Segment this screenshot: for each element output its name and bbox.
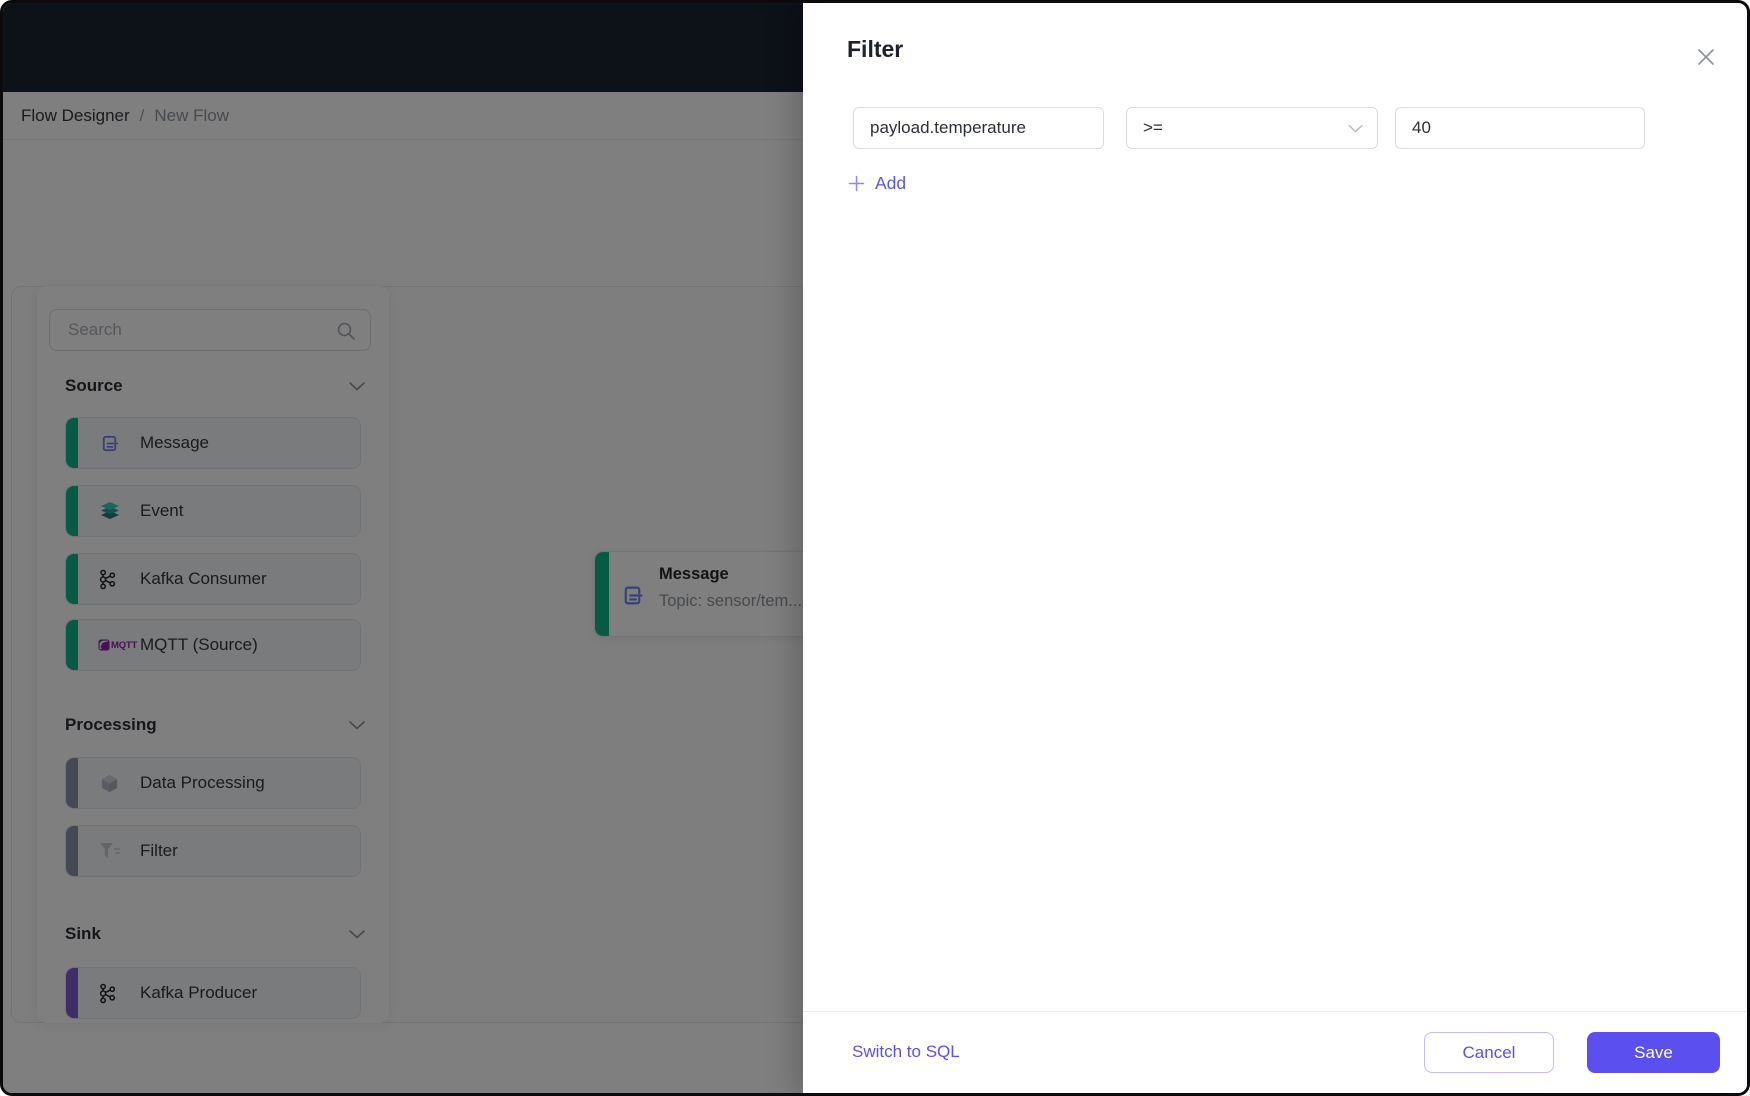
operator-select[interactable]: >= bbox=[1126, 107, 1378, 149]
drawer-title: Filter bbox=[847, 36, 904, 62]
drawer-footer: Switch to SQL Cancel Save bbox=[803, 1011, 1747, 1093]
add-label: Add bbox=[875, 173, 907, 193]
filter-field-input[interactable] bbox=[853, 107, 1104, 149]
filter-value-input[interactable] bbox=[1395, 107, 1645, 149]
switch-to-sql-link[interactable]: Switch to SQL bbox=[852, 1042, 960, 1061]
save-button[interactable]: Save bbox=[1587, 1032, 1720, 1073]
operator-value: >= bbox=[1143, 118, 1163, 137]
chevron-down-icon bbox=[1348, 124, 1363, 132]
close-icon[interactable] bbox=[1695, 46, 1717, 68]
add-condition-button[interactable]: Add bbox=[848, 173, 906, 194]
filter-drawer: Filter >= Add Switch to SQL Cance bbox=[803, 3, 1747, 1093]
filter-condition-row: >= bbox=[803, 107, 1747, 149]
cancel-button[interactable]: Cancel bbox=[1424, 1032, 1554, 1073]
plus-icon bbox=[848, 175, 865, 192]
